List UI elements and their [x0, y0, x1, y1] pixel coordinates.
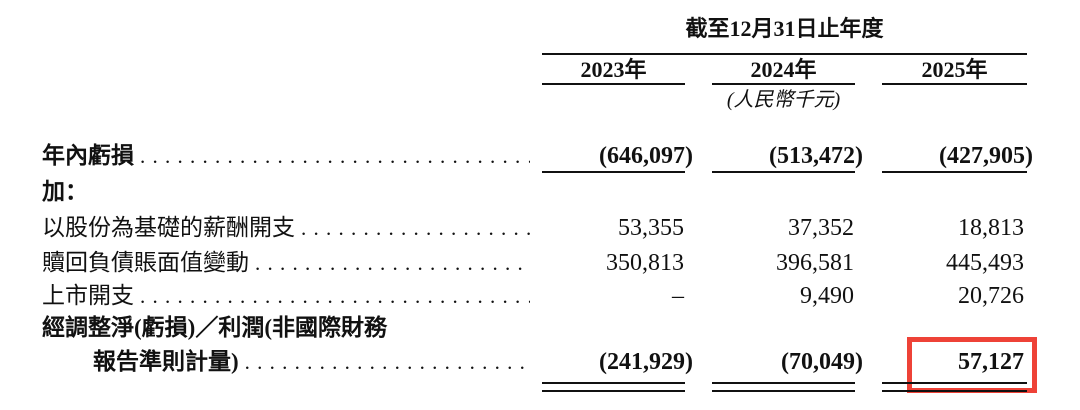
value-cell: 20,726: [958, 283, 1024, 309]
dot-leader: [239, 347, 530, 377]
dot-leader: [134, 281, 530, 311]
dot-leader: [249, 248, 530, 278]
value-cell: 37,352: [788, 215, 854, 241]
table-row: 年內虧損 (646,097) (513,472) (427,905): [42, 141, 1033, 171]
table-row: 上市開支 – 9,490 20,726: [42, 281, 1033, 311]
dot-leader: [295, 213, 530, 243]
dot-leader: [134, 141, 530, 171]
row-label: 以股份為基礎的薪酬開支: [42, 215, 295, 240]
total-double-rule-col3: [882, 390, 1027, 392]
table-row: 加：: [42, 177, 1033, 207]
row-label-line2: 報告準則計量): [93, 349, 239, 374]
value-cell: –: [672, 283, 684, 309]
row-underline-col2: [712, 171, 855, 173]
year-underline-col2: [712, 83, 855, 85]
row-label: 加：: [42, 179, 88, 204]
value-cell: (646,097): [599, 143, 693, 169]
value-cell: (427,905): [939, 143, 1033, 169]
value-cell: 18,813: [958, 215, 1024, 241]
column-header-2024: 2024年: [750, 57, 817, 82]
total-double-rule-col2: [712, 382, 855, 384]
value-cell: (241,929): [599, 349, 693, 375]
total-double-rule-col2: [712, 390, 855, 392]
table-row: 以股份為基礎的薪酬開支 53,355 37,352 18,813: [42, 213, 1033, 243]
total-double-rule-col3: [882, 382, 1027, 384]
total-double-rule-col1: [542, 390, 685, 392]
value-cell: 350,813: [606, 250, 684, 276]
value-cell: 396,581: [776, 250, 854, 276]
table-row: 贖回負債賬面值變動 350,813 396,581 445,493: [42, 248, 1033, 278]
row-underline-col3: [882, 171, 1027, 173]
table-row: 報告準則計量) (241,929) (70,049) 57,127: [42, 347, 1033, 377]
value-cell: 57,127: [958, 349, 1024, 375]
value-cell: (70,049): [781, 349, 863, 375]
row-underline-col1: [542, 171, 685, 173]
period-header: 截至12月31日止年度: [685, 16, 884, 41]
total-double-rule-col1: [542, 382, 685, 384]
row-label: 年內虧損: [42, 143, 134, 168]
row-label-line1: 經調整淨(虧損)／利潤(非國際財務: [42, 315, 387, 340]
value-cell: 445,493: [946, 250, 1024, 276]
highlight-box: [907, 337, 1037, 393]
value-cell: (513,472): [769, 143, 863, 169]
table-row: 經調整淨(虧損)／利潤(非國際財務: [42, 313, 1033, 343]
column-header-2023: 2023年: [580, 57, 647, 82]
year-underline-col1: [542, 83, 685, 85]
currency-unit-note: (人民幣千元): [726, 89, 841, 111]
row-label: 上市開支: [42, 283, 134, 308]
header-top-rule: [542, 53, 1027, 55]
year-underline-col3: [882, 83, 1027, 85]
row-label: 贖回負債賬面值變動: [42, 250, 249, 275]
value-cell: 9,490: [800, 283, 854, 309]
value-cell: 53,355: [618, 215, 684, 241]
column-header-2025: 2025年: [921, 57, 988, 82]
